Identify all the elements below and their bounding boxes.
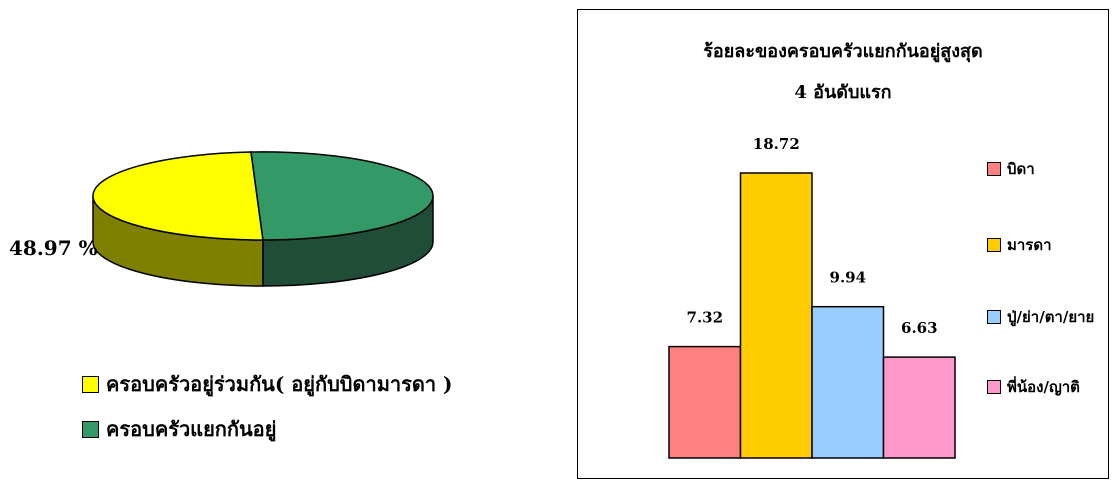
bar-grandparents <box>811 305 885 459</box>
bar-legend-item-0: บิดา <box>987 157 1094 181</box>
pie-legend: ครอบครัวอยู่ร่วมกัน( อยู่กับบิดามารดา ) … <box>82 368 453 445</box>
pie-legend-item-separated: ครอบครัวแยกกันอยู่ <box>82 413 453 445</box>
legend-swatch-grandparents <box>987 310 1001 324</box>
legend-swatch-yellow <box>82 375 99 393</box>
bar-value-label-siblings: 6.63 <box>901 319 938 337</box>
bar-father <box>668 345 742 459</box>
pie-value-label-yellow: 48.97 % <box>9 236 98 260</box>
pie-legend-label-together: ครอบครัวอยู่ร่วมกัน( อยู่กับบิดามารดา ) <box>106 372 453 396</box>
bar-legend-item-1: มารดา <box>987 233 1094 257</box>
bar-value-label-mother: 18.72 <box>753 135 800 153</box>
bar-legend-item-2: ปู่/ย่า/ตา/ยาย <box>987 305 1094 329</box>
legend-swatch-green <box>82 420 99 438</box>
bar-value-label-father: 7.32 <box>687 309 724 327</box>
legend-swatch-siblings <box>987 380 1001 394</box>
pie-legend-item-together: ครอบครัวอยู่ร่วมกัน( อยู่กับบิดามารดา ) <box>82 368 453 400</box>
bar-chart-subtitle: 4 อันดับแรก <box>794 82 892 103</box>
bar-siblings <box>882 356 956 459</box>
pie-legend-label-separated: ครอบครัวแยกกันอยู่ <box>106 417 277 441</box>
bar-legend-label-grandparents: ปู่/ย่า/ตา/ยาย <box>1007 308 1095 326</box>
pie-slice-separated <box>250 151 434 241</box>
legend-swatch-father <box>987 162 1001 176</box>
bar-legend: บิดา มารดา ปู่/ย่า/ตา/ยาย พี่น้อง/ญาติ <box>987 157 1094 399</box>
pie-slice-together <box>92 151 264 241</box>
bar-chart-title: ร้อยละของครอบครัวแยกกันอยู่สูงสุด <box>703 41 983 62</box>
bar-legend-label-father: บิดา <box>1007 160 1035 178</box>
bar-legend-label-mother: มารดา <box>1007 236 1052 254</box>
legend-swatch-mother <box>987 238 1001 252</box>
bar-value-label-grandparents: 9.94 <box>830 269 867 287</box>
pie-chart <box>92 151 434 287</box>
bar-legend-item-3: พี่น้อง/ญาติ <box>987 375 1094 399</box>
bar-mother <box>739 172 813 459</box>
bar-chart-frame <box>577 9 1109 479</box>
bar-legend-label-siblings: พี่น้อง/ญาติ <box>1007 378 1080 396</box>
